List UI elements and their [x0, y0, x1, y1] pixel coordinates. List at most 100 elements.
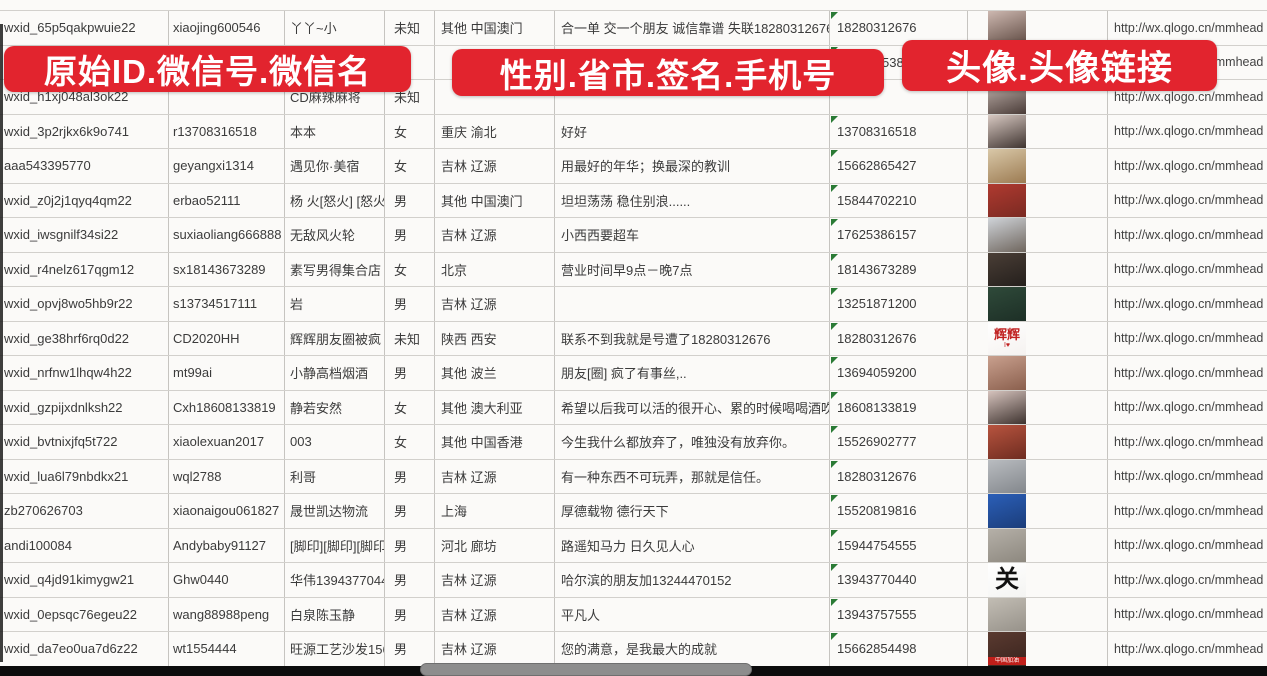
cell-original-id[interactable]: wxid_opvj8wo5hb9r22: [0, 287, 169, 321]
cell-avatar[interactable]: [968, 528, 1108, 562]
cell-phone[interactable]: 13708316518: [830, 114, 968, 148]
cell-original-id[interactable]: zb270626703: [0, 494, 169, 528]
cell-avatar[interactable]: 中国加油: [968, 632, 1108, 666]
cell-wechat-name[interactable]: 晟世凯达物流: [285, 494, 385, 528]
cell-phone[interactable]: 13943757555: [830, 597, 968, 631]
cell-original-id[interactable]: wxid_h1xj048al3ok22: [0, 80, 169, 114]
cell-wechat-name[interactable]: 素写男得集合店: [285, 252, 385, 286]
cell-original-id[interactable]: wxid_lua6l79nbdkx21: [0, 459, 169, 493]
cell-region[interactable]: 吉林 辽源: [435, 149, 555, 183]
cell-signature[interactable]: [555, 80, 830, 114]
cell-wechat-name[interactable]: 旺源工艺沙发15662854: [285, 632, 385, 666]
cell-original-id[interactable]: wxid_bvtnixjfq5t722: [0, 425, 169, 459]
cell-wechat-id[interactable]: Ghw0440: [169, 563, 285, 597]
cell-region[interactable]: 吉林 辽源: [435, 459, 555, 493]
cell-wechat-name[interactable]: 辉辉朋友圈被疯: [285, 321, 385, 355]
cell-avatar[interactable]: [968, 597, 1108, 631]
cell-region[interactable]: 吉林 辽源: [435, 632, 555, 666]
cell-wechat-id[interactable]: wt1554444: [169, 632, 285, 666]
cell-avatar[interactable]: [968, 252, 1108, 286]
cell-avatar-link[interactable]: http://wx.qlogo.cn/mmhead: [1108, 218, 1267, 252]
cell-wechat-id[interactable]: r13708316518: [169, 114, 285, 148]
cell-region[interactable]: 其他 中国香港: [435, 425, 555, 459]
cell-wechat-name[interactable]: 利哥: [285, 459, 385, 493]
cell-avatar-link[interactable]: http://wx.qlogo.cn/mmhead: [1108, 322, 1267, 356]
cell-avatar-link[interactable]: http://wx.qlogo.cn/mmhead: [1108, 115, 1267, 149]
cell-avatar-link[interactable]: http://wx.qlogo.cn/mmhead: [1108, 11, 1267, 45]
cell-region[interactable]: 其他 波兰: [435, 356, 555, 390]
cell-avatar[interactable]: [968, 494, 1108, 528]
cell-phone[interactable]: 15662854498: [830, 632, 968, 666]
cell-gender[interactable]: 男: [385, 218, 435, 252]
cell-original-id[interactable]: wxid_z0j2j1qyq4qm22: [0, 183, 169, 217]
cell-wechat-id[interactable]: xiaojing600546: [169, 11, 285, 45]
cell-wechat-id[interactable]: erbao52111: [169, 183, 285, 217]
cell-original-id[interactable]: wxid_ge38hrf6rq0d22: [0, 321, 169, 355]
cell-signature[interactable]: 厚德载物 德行天下: [555, 494, 830, 528]
cell-wechat-id[interactable]: xiaonaigou061827: [169, 494, 285, 528]
cell-wechat-id[interactable]: mt99ai: [169, 356, 285, 390]
cell-phone[interactable]: [830, 80, 968, 114]
cell-region[interactable]: 吉林 辽源: [435, 597, 555, 631]
cell-avatar[interactable]: [968, 287, 1108, 321]
cell-region[interactable]: 重庆 渝北: [435, 114, 555, 148]
cell-avatar-link[interactable]: http://wx.qlogo.cn/mmhead: [1108, 80, 1267, 114]
cell-signature[interactable]: 营业时间早9点－晚7点: [555, 252, 830, 286]
cell-gender[interactable]: 男: [385, 528, 435, 562]
cell-avatar[interactable]: 辉辉 I♥: [968, 321, 1108, 355]
cell-avatar-link[interactable]: http://wx.qlogo.cn/mmhead: [1108, 287, 1267, 321]
cell-region[interactable]: 陕西 西安: [435, 321, 555, 355]
cell-gender[interactable]: 男: [385, 494, 435, 528]
cell-phone[interactable]: 15944754555: [830, 528, 968, 562]
cell-gender[interactable]: 女: [385, 390, 435, 424]
cell-region[interactable]: 其他 中国澳门: [435, 183, 555, 217]
cell-original-id[interactable]: wxid_q4jd91kimygw21: [0, 563, 169, 597]
cell-signature[interactable]: [555, 287, 830, 321]
cell-phone[interactable]: 13251871200: [830, 287, 968, 321]
cell-wechat-name[interactable]: CD麻辣麻将: [285, 80, 385, 114]
cell-avatar-link[interactable]: http://wx.qlogo.cn/mmhead: [1108, 391, 1267, 425]
cell-avatar-link[interactable]: http://wx.qlogo.cn/mmhead: [1108, 529, 1267, 563]
cell-wechat-name[interactable]: 003: [285, 425, 385, 459]
cell-avatar-link[interactable]: http://wx.qlogo.cn/mmhead: [1108, 253, 1267, 287]
cell-avatar[interactable]: 关: [968, 563, 1108, 597]
cell-phone[interactable]: 18280312676: [830, 321, 968, 355]
cell-wechat-name[interactable]: 岩: [285, 287, 385, 321]
cell-gender[interactable]: 未知: [385, 321, 435, 355]
cell-wechat-id[interactable]: wql2788: [169, 459, 285, 493]
cell-signature[interactable]: 希望以后我可以活的很开心、累的时候喝喝酒吹吹[: [555, 390, 830, 424]
cell-wechat-name[interactable]: 华伟13943770440: [285, 563, 385, 597]
cell-gender[interactable]: 女: [385, 425, 435, 459]
cell-phone[interactable]: 15844702210: [830, 183, 968, 217]
cell-avatar[interactable]: [968, 11, 1108, 45]
cell-original-id[interactable]: wxid_iwsgnilf34si22: [0, 218, 169, 252]
cell-original-id[interactable]: andi100084: [0, 528, 169, 562]
cell-wechat-name[interactable]: 无敌风火轮: [285, 218, 385, 252]
cell-gender[interactable]: 女: [385, 114, 435, 148]
cell-wechat-id[interactable]: geyangxi1314: [169, 149, 285, 183]
cell-original-id[interactable]: wxid_da7eo0ua7d6z22: [0, 632, 169, 666]
cell-wechat-name[interactable]: [脚印][脚印][脚印][脚印]: [285, 528, 385, 562]
cell-gender[interactable]: 男: [385, 459, 435, 493]
cell-avatar-link[interactable]: http://wx.qlogo.cn/mmhead: [1108, 632, 1267, 666]
cell-avatar[interactable]: [968, 149, 1108, 183]
cell-region[interactable]: 上海: [435, 494, 555, 528]
cell-wechat-id[interactable]: s13734517111: [169, 287, 285, 321]
cell-phone[interactable]: 15520819816: [830, 494, 968, 528]
cell-region[interactable]: 吉林 辽源: [435, 287, 555, 321]
cell-wechat-name[interactable]: 丫丫~小: [285, 11, 385, 45]
cell-phone[interactable]: 13943770440: [830, 563, 968, 597]
cell-wechat-id[interactable]: suxiaoliang666888: [169, 218, 285, 252]
cell-region[interactable]: 其他 澳大利亚: [435, 390, 555, 424]
cell-region[interactable]: 北京: [435, 252, 555, 286]
cell-avatar[interactable]: [968, 356, 1108, 390]
cell-signature[interactable]: 坦坦荡荡 稳住别浪......: [555, 183, 830, 217]
cell-original-id[interactable]: aaa543395770: [0, 149, 169, 183]
cell-original-id[interactable]: wxid_gzpijxdnlksh22: [0, 390, 169, 424]
cell-original-id[interactable]: wxid_nrfnw1lhqw4h22: [0, 356, 169, 390]
cell-avatar[interactable]: [968, 390, 1108, 424]
cell-wechat-id[interactable]: xiaolexuan2017: [169, 425, 285, 459]
cell-avatar-link[interactable]: http://wx.qlogo.cn/mmhead: [1108, 184, 1267, 218]
cell-signature[interactable]: 平凡人: [555, 597, 830, 631]
cell-avatar-link[interactable]: http://wx.qlogo.cn/mmhead: [1108, 460, 1267, 494]
